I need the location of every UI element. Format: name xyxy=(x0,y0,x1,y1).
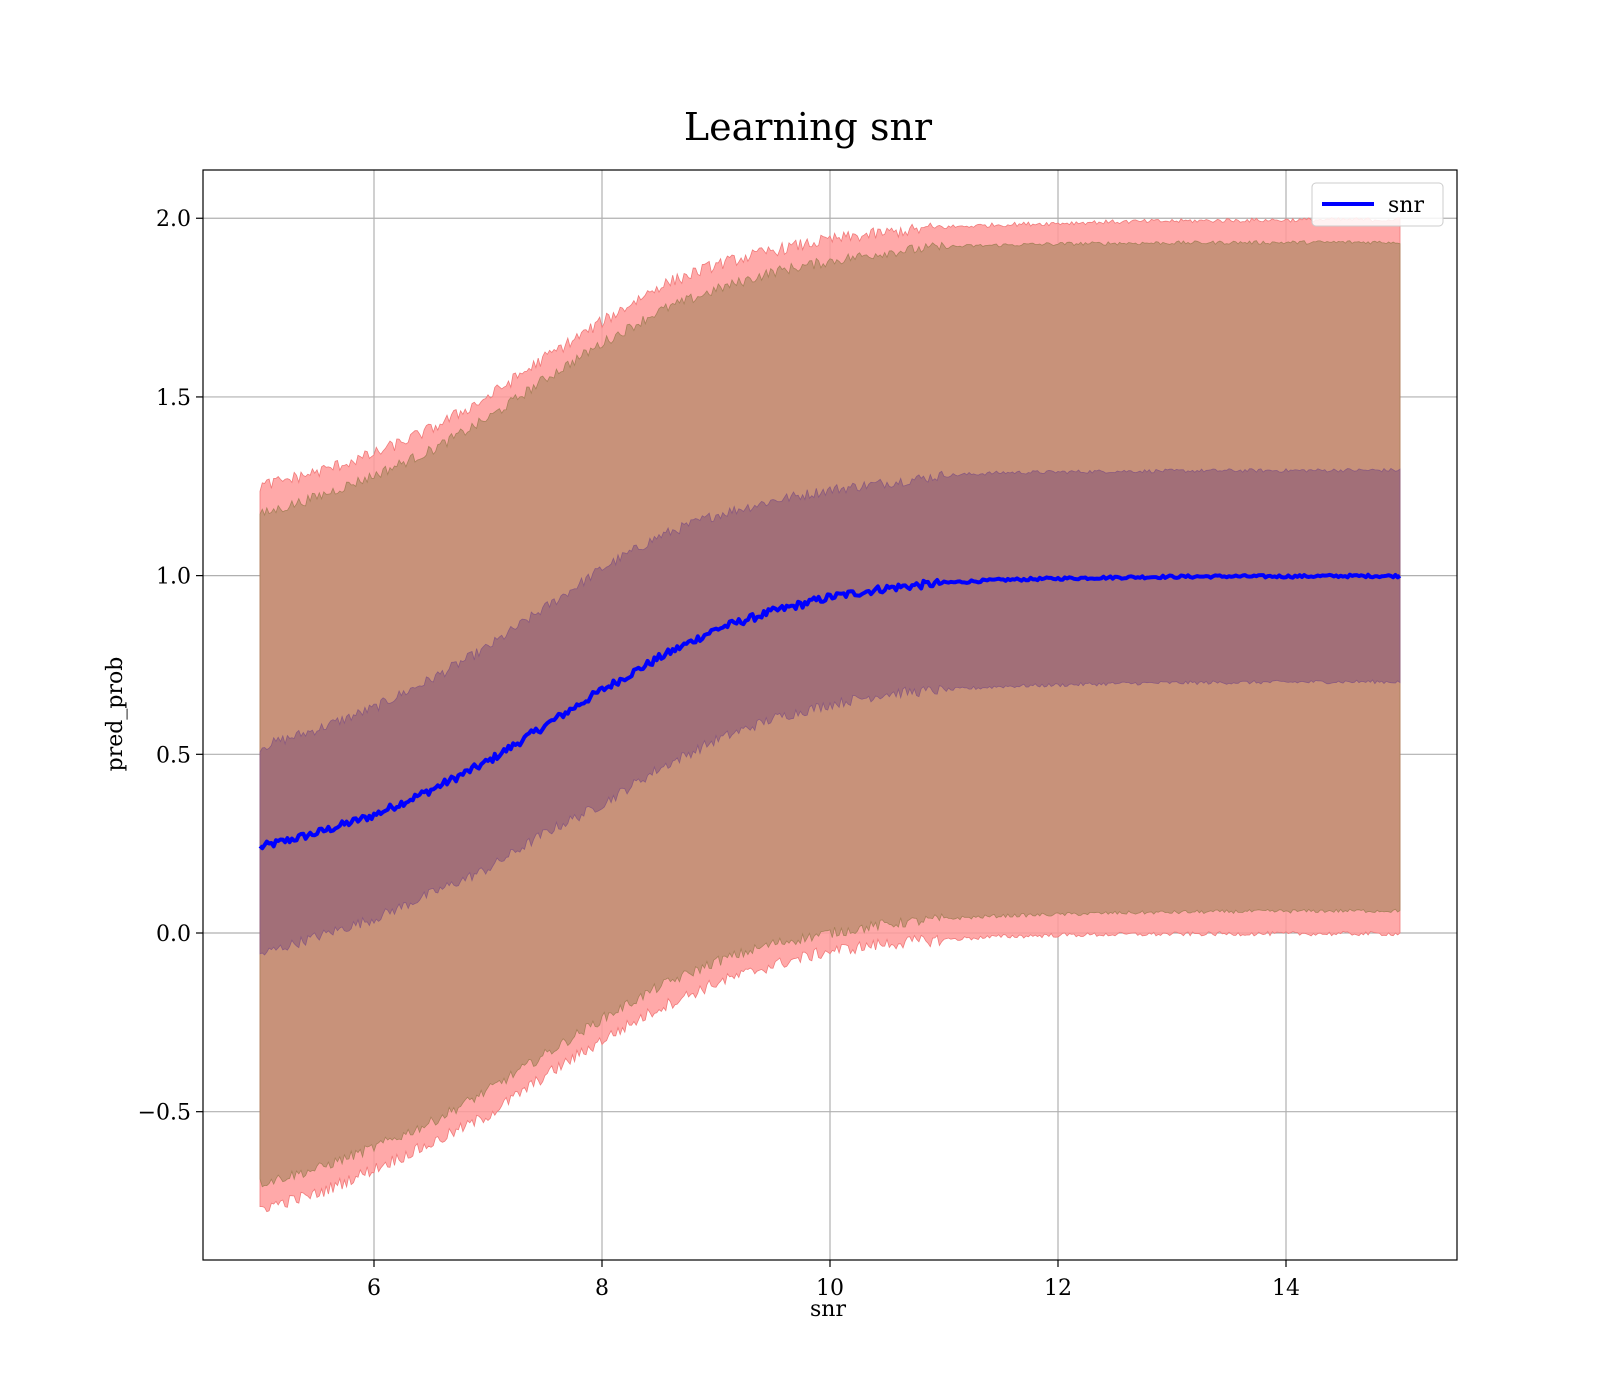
y-tick-label-4: 1.5 xyxy=(156,386,191,411)
y-tick-label-3: 1.0 xyxy=(156,565,191,590)
x-tick-label-1: 8 xyxy=(595,1276,609,1301)
inner-band xyxy=(259,467,1401,956)
y-tick-label-2: 0.5 xyxy=(156,743,191,768)
y-axis-label: pred_prob xyxy=(103,657,128,772)
y-tick-label-0: −0.5 xyxy=(138,1101,191,1126)
x-axis-label: snr xyxy=(810,1297,846,1322)
legend-label-snr: snr xyxy=(1388,193,1424,218)
x-tick-label-3: 12 xyxy=(1044,1276,1072,1301)
plot-area: 6 8 10 12 14 −0.5 0.0 0.5 1.0 1.5 2.0 snr xyxy=(138,169,1458,1301)
x-tick-label-2: 10 xyxy=(816,1276,844,1301)
chart-title: Learning snr xyxy=(684,105,933,149)
x-tick-label-4: 14 xyxy=(1272,1276,1300,1301)
y-tick-label-1: 0.0 xyxy=(156,922,191,947)
x-tick-label-0: 6 xyxy=(367,1276,381,1301)
series-line-snr xyxy=(258,572,1402,851)
y-tick-label-5: 2.0 xyxy=(156,207,191,232)
legend-box xyxy=(1311,182,1444,227)
